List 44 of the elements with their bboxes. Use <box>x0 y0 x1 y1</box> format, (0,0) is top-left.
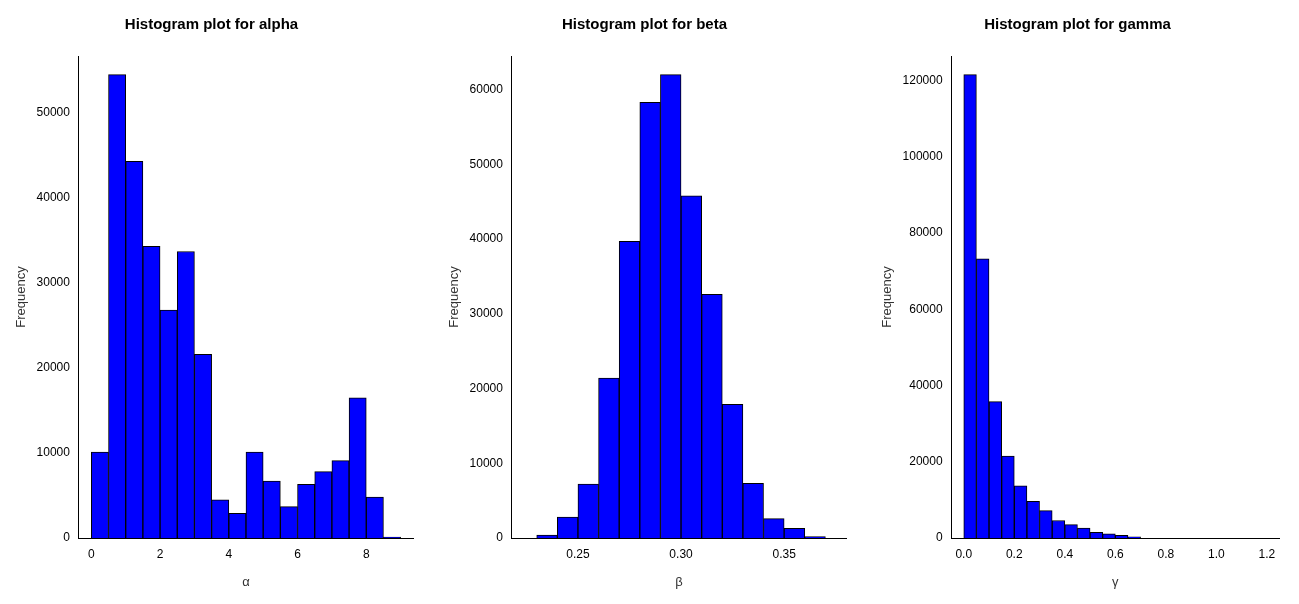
y-tick-label: 30000 <box>469 306 504 321</box>
x-axis-title: γ <box>1112 573 1120 589</box>
x-tick-label: 0.25 <box>566 546 590 561</box>
y-tick-label: 60000 <box>469 81 504 96</box>
x-tick-label: 6 <box>294 546 302 561</box>
x-tick-label: 0.4 <box>1056 546 1074 561</box>
y-tick-label: 100000 <box>902 149 943 164</box>
x-tick-label: 4 <box>225 546 233 561</box>
y-tick-label: 40000 <box>909 377 943 392</box>
y-tick-label: 0 <box>935 530 943 545</box>
x-tick-label: 1.2 <box>1258 546 1276 561</box>
y-tick-label: 40000 <box>469 231 504 246</box>
x-tick-label: 0.35 <box>772 546 797 561</box>
y-tick-label: 30000 <box>36 275 71 290</box>
x-tick-label: 2 <box>156 546 164 561</box>
y-tick-label: 20000 <box>469 380 504 395</box>
y-tick-label: 50000 <box>469 156 504 171</box>
y-axis-title: Frequency <box>13 265 29 328</box>
x-axis-title: β <box>675 573 683 589</box>
x-tick-label: 1.0 <box>1208 546 1226 561</box>
x-tick-label: 0.30 <box>669 546 694 561</box>
x-axis-title: α <box>242 573 251 589</box>
y-tick-label: 40000 <box>36 190 71 205</box>
chart-title: Histogram plot for gamma <box>984 15 1172 33</box>
x-tick-label: 8 <box>362 546 370 561</box>
x-tick-label: 0.0 <box>955 546 973 561</box>
x-tick-label: 0 <box>88 546 95 561</box>
y-tick-label: 20000 <box>909 454 943 469</box>
y-tick-label: 20000 <box>36 360 71 375</box>
y-tick-label: 120000 <box>902 73 943 88</box>
y-tick-label: 10000 <box>469 455 504 470</box>
x-tick-label: 0.8 <box>1157 546 1175 561</box>
y-tick-label: 10000 <box>36 445 71 460</box>
y-tick-label: 0 <box>496 530 504 545</box>
y-axis-title: Frequency <box>446 265 462 328</box>
y-tick-label: 80000 <box>909 225 943 240</box>
y-tick-label: 60000 <box>909 301 943 316</box>
y-tick-label: 0 <box>63 530 71 545</box>
y-tick-label: 50000 <box>36 105 71 120</box>
y-axis-title: Frequency <box>879 265 895 328</box>
x-tick-label: 0.6 <box>1106 546 1124 561</box>
x-tick-label: 0.2 <box>1005 546 1023 561</box>
chart-title: Histogram plot for alpha <box>124 15 299 33</box>
chart-title: Histogram plot for beta <box>561 15 728 33</box>
